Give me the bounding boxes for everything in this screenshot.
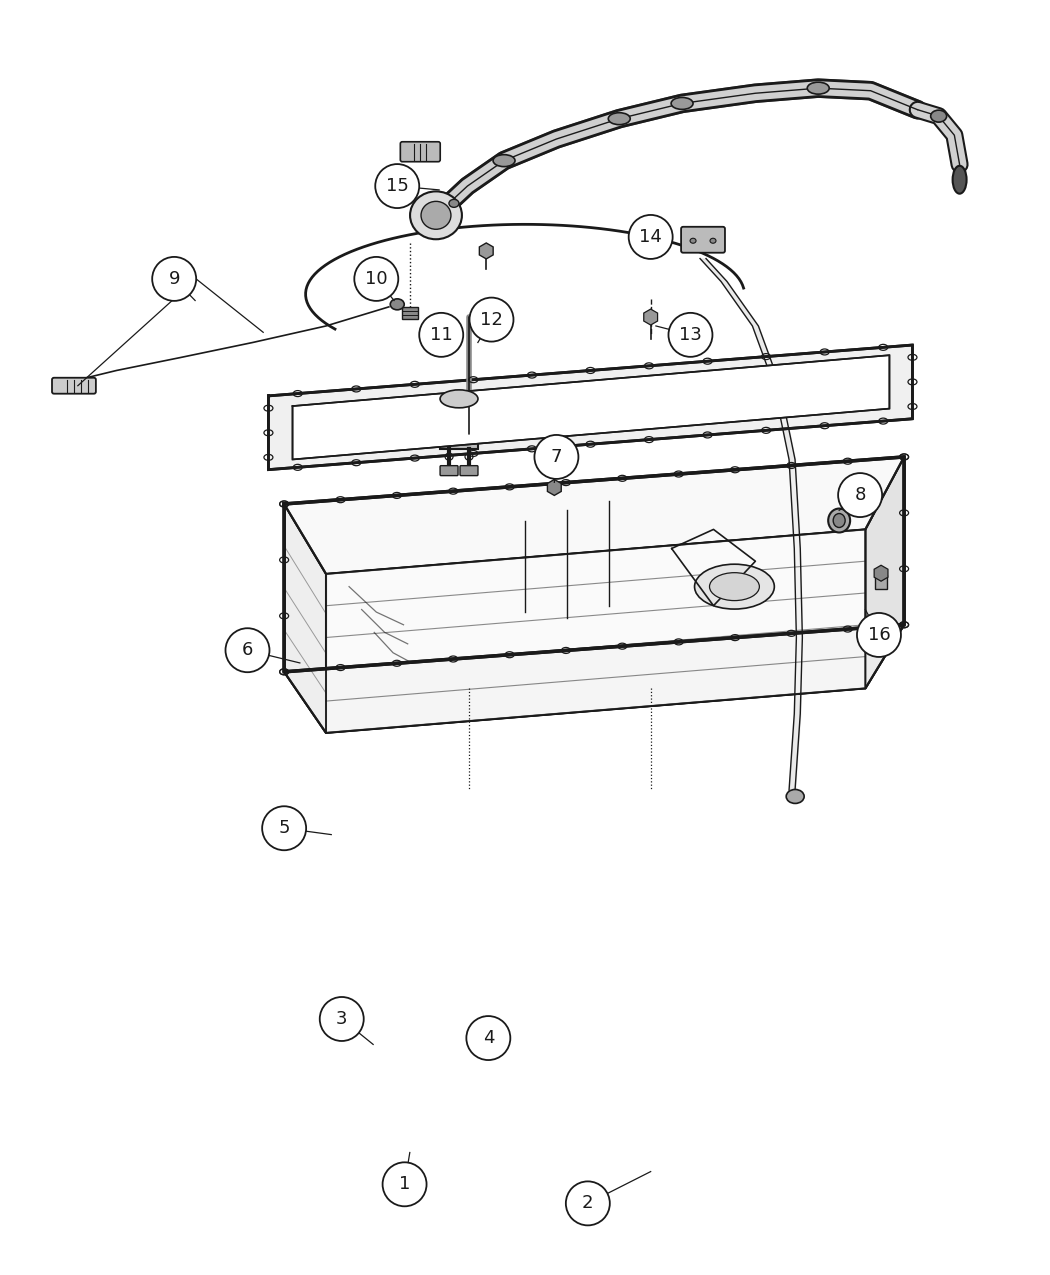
Circle shape	[469, 297, 513, 342]
FancyBboxPatch shape	[460, 465, 478, 476]
Text: 4: 4	[483, 1029, 495, 1047]
Polygon shape	[327, 529, 865, 733]
Ellipse shape	[930, 110, 947, 122]
FancyBboxPatch shape	[52, 377, 96, 394]
Text: 6: 6	[242, 641, 253, 659]
Ellipse shape	[834, 514, 845, 528]
Ellipse shape	[494, 154, 516, 167]
FancyBboxPatch shape	[875, 575, 887, 589]
Text: 5: 5	[278, 820, 290, 838]
Ellipse shape	[710, 238, 716, 244]
Polygon shape	[285, 456, 904, 574]
Ellipse shape	[391, 298, 404, 310]
Ellipse shape	[786, 789, 804, 803]
Circle shape	[152, 256, 196, 301]
FancyBboxPatch shape	[402, 307, 418, 319]
FancyBboxPatch shape	[440, 465, 458, 476]
Text: 16: 16	[867, 626, 890, 644]
Circle shape	[629, 215, 673, 259]
Circle shape	[566, 1182, 610, 1225]
Text: 11: 11	[429, 326, 453, 344]
Polygon shape	[269, 346, 912, 469]
Circle shape	[382, 1163, 426, 1206]
Circle shape	[466, 1016, 510, 1060]
Polygon shape	[293, 356, 889, 459]
Ellipse shape	[411, 191, 462, 240]
Circle shape	[262, 806, 307, 850]
Text: 10: 10	[365, 270, 387, 288]
Circle shape	[857, 613, 901, 657]
FancyBboxPatch shape	[681, 227, 724, 252]
Polygon shape	[285, 504, 327, 733]
Text: 1: 1	[399, 1176, 411, 1193]
Circle shape	[375, 164, 419, 208]
Polygon shape	[865, 456, 904, 688]
Text: 14: 14	[639, 228, 663, 246]
FancyBboxPatch shape	[440, 399, 478, 449]
Ellipse shape	[421, 201, 450, 229]
Text: 2: 2	[582, 1195, 593, 1213]
Circle shape	[534, 435, 579, 479]
Text: 13: 13	[679, 326, 701, 344]
Polygon shape	[285, 625, 904, 733]
Ellipse shape	[828, 509, 851, 533]
Text: 3: 3	[336, 1010, 348, 1028]
Ellipse shape	[671, 97, 693, 110]
Text: 12: 12	[480, 311, 503, 329]
Ellipse shape	[608, 112, 630, 125]
Circle shape	[226, 629, 270, 672]
Circle shape	[354, 256, 398, 301]
Circle shape	[320, 997, 363, 1040]
Ellipse shape	[952, 166, 967, 194]
Ellipse shape	[449, 199, 459, 208]
Ellipse shape	[694, 565, 774, 609]
Circle shape	[419, 312, 463, 357]
Ellipse shape	[710, 572, 759, 601]
Ellipse shape	[690, 238, 696, 244]
FancyBboxPatch shape	[400, 142, 440, 162]
Ellipse shape	[440, 390, 478, 408]
Circle shape	[838, 473, 882, 518]
Text: 7: 7	[550, 448, 562, 465]
Text: 8: 8	[855, 486, 866, 504]
Text: 9: 9	[168, 270, 180, 288]
Ellipse shape	[807, 82, 830, 94]
Circle shape	[669, 312, 713, 357]
Text: 15: 15	[385, 177, 408, 195]
